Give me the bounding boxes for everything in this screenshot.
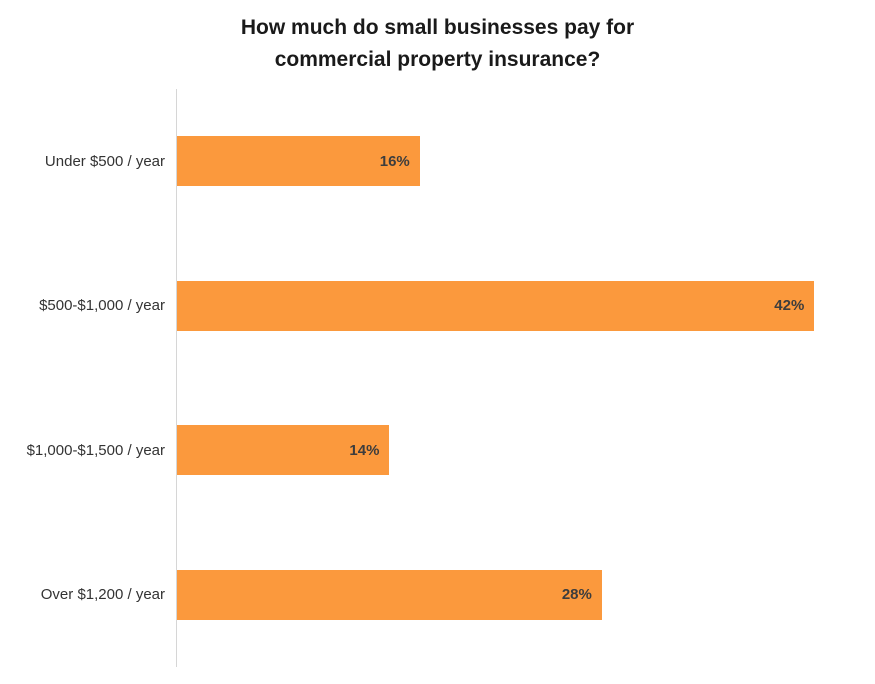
- bar-track: 42%: [176, 233, 875, 378]
- bar-row: $1,000-$1,500 / year 14%: [0, 378, 875, 523]
- bar: 16%: [177, 136, 420, 187]
- bar-row: Over $1,200 / year 28%: [0, 522, 875, 667]
- bar: 14%: [177, 425, 390, 476]
- category-label: $1,000-$1,500 / year: [26, 441, 165, 459]
- bar: 42%: [177, 280, 815, 331]
- chart-title: How much do small businesses pay for com…: [240, 16, 635, 71]
- category-label: Over $1,200 / year: [40, 586, 165, 604]
- category-label: Under $500 / year: [44, 152, 165, 170]
- value-label: 28%: [561, 586, 592, 604]
- bar-row: $500-$1,000 / year 42%: [0, 233, 875, 378]
- value-label: 16%: [379, 152, 410, 170]
- bar-row: Under $500 / year 16%: [0, 89, 875, 234]
- category-label: $500-$1,000 / year: [39, 297, 165, 315]
- bar-track: 16%: [176, 89, 875, 234]
- bar: 28%: [177, 569, 602, 620]
- value-label: 42%: [774, 297, 805, 315]
- plot-area: Under $500 / year 16% $500-$1,000 / year 42…: [0, 89, 875, 667]
- bar-track: 14%: [176, 378, 875, 523]
- value-label: 14%: [349, 441, 380, 459]
- bar-track: 28%: [176, 522, 875, 667]
